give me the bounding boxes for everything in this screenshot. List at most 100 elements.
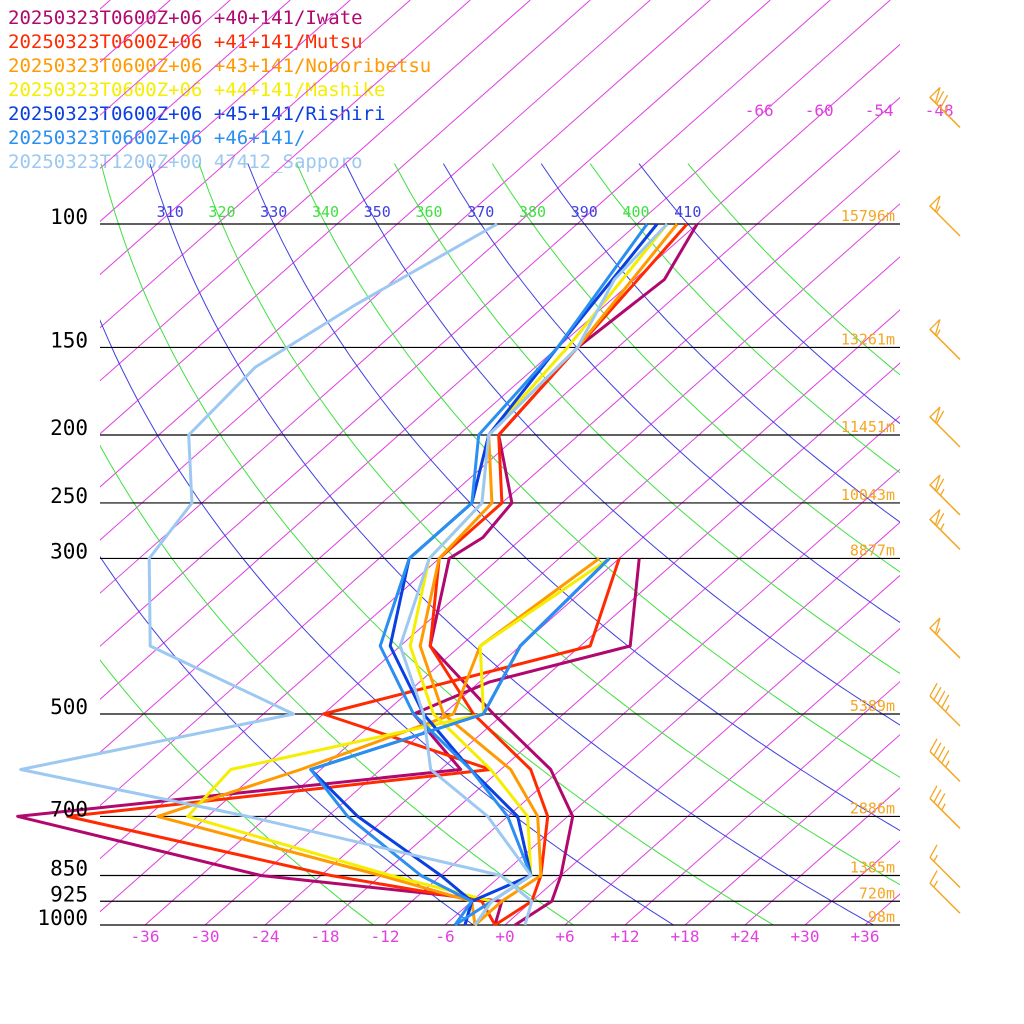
isotherm-line <box>100 0 411 276</box>
theta-label: 340 <box>312 203 339 221</box>
pressure-label: 500 <box>50 695 88 719</box>
wind-barb-staff <box>929 797 961 829</box>
wind-barb-staff <box>929 695 961 727</box>
pressure-label: 925 <box>50 882 88 906</box>
pressure-label: 300 <box>50 539 88 563</box>
wind-barb-staff <box>929 856 961 889</box>
wind-barb-full <box>936 410 945 424</box>
isotherm-line <box>100 0 111 10</box>
isotherm-line <box>204 309 900 925</box>
theta-label: 380 <box>519 203 546 221</box>
dry-adiabat-line <box>638 163 900 425</box>
wind-barb <box>929 870 961 914</box>
x-tick-label: +12 <box>611 927 640 946</box>
wind-barb <box>929 844 961 889</box>
wind-barb-full <box>936 90 945 105</box>
theta-label: 350 <box>364 203 391 221</box>
wind-barb <box>929 406 961 448</box>
wind-barb-full <box>929 682 938 697</box>
wind-barb-half <box>939 488 945 496</box>
pressure-label: 200 <box>50 416 88 440</box>
wind-barb-full <box>933 686 942 701</box>
wind-barb-full <box>941 750 950 764</box>
wind-barb-full <box>937 690 946 705</box>
isotherm-line <box>144 256 900 925</box>
wind-barb-half <box>936 205 941 213</box>
x-tick-label: -30 <box>191 927 220 946</box>
x-tick-label: -36 <box>131 927 160 946</box>
isotherm-line <box>100 0 651 488</box>
x-tick-label: -6 <box>435 927 454 946</box>
isotherm-line <box>100 0 891 701</box>
isotherm-label: -66 <box>745 101 774 120</box>
height-label: 720m <box>859 884 895 902</box>
theta-label: 330 <box>260 203 287 221</box>
wind-barb-full <box>937 793 946 807</box>
x-tick-label: -18 <box>311 927 340 946</box>
isotherm-line <box>100 0 591 435</box>
x-tick-label: +6 <box>555 927 574 946</box>
x-tick-label: +36 <box>851 927 880 946</box>
dry-adiabat-line <box>296 163 900 778</box>
wind-barb-half <box>943 105 949 113</box>
wind-barb-half <box>936 329 941 337</box>
wind-barb <box>929 319 961 360</box>
isotherm-label: -54 <box>865 101 894 120</box>
wind-barb-flag <box>929 474 941 492</box>
pressure-label: 100 <box>50 205 88 229</box>
theta-label: 410 <box>674 203 701 221</box>
wind-barb <box>929 87 961 128</box>
wind-barb-half <box>945 760 950 768</box>
theta-label: 370 <box>467 203 494 221</box>
dewpoint-profile-46n <box>309 557 611 926</box>
dry-adiabat-line <box>491 163 900 573</box>
dewpoint-profile-noboribetsu <box>156 557 601 926</box>
dry-adiabat-line <box>394 163 900 674</box>
wind-barb-full <box>939 94 949 109</box>
wind-barb-full <box>936 513 945 527</box>
wind-barb-half <box>933 880 939 888</box>
x-tick-label: +30 <box>791 927 820 946</box>
isotherm-line <box>100 43 900 754</box>
dry-adiabat-line <box>198 163 900 886</box>
wind-barb <box>929 738 961 783</box>
pressure-label: 1000 <box>37 906 88 930</box>
isotherm-line <box>100 96 900 807</box>
isotherm-line <box>100 0 171 63</box>
height-label: 15796m <box>841 207 895 225</box>
temperature-profile-sapporo <box>398 222 669 926</box>
legend-entry-rishiri: 20250323T0600Z+06 +45+141/Rishiri <box>8 103 386 125</box>
height-label: 13261m <box>841 330 895 348</box>
isotherm-line <box>684 734 900 925</box>
isotherm-line <box>100 0 231 116</box>
isotherm-label: -48 <box>925 101 954 120</box>
theta-label: 320 <box>208 203 235 221</box>
isotherm-line <box>100 0 471 329</box>
x-tick-label: +24 <box>731 927 760 946</box>
wind-barb-flag <box>929 319 941 337</box>
dry-adiabat-line <box>247 163 900 832</box>
height-label: 98m <box>868 908 895 926</box>
dry-adiabat-line <box>540 163 900 523</box>
wind-barb-full <box>936 478 945 492</box>
wind-barb-full <box>929 844 938 858</box>
legend-entry-iwate: 20250323T0600Z+06 +40+141/Iwate <box>8 7 363 29</box>
wind-barb-half <box>945 704 950 712</box>
isotherm-line <box>100 0 351 223</box>
isotherm-line <box>324 415 900 925</box>
pressure-label: 250 <box>50 484 88 508</box>
wind-barb-full <box>937 746 946 760</box>
dry-adiabat-line <box>100 319 675 925</box>
isotherm-line <box>100 0 531 382</box>
isotherm-line <box>744 787 900 925</box>
wind-barb-half <box>936 627 941 635</box>
dry-adiabat-line <box>100 163 775 925</box>
x-tick-label: +18 <box>671 927 700 946</box>
temperature-profile-mutsu <box>428 223 689 927</box>
isotherm-line <box>100 0 711 541</box>
dry-adiabat-line <box>345 163 900 726</box>
wind-barb-flag <box>929 406 941 424</box>
x-tick-label: -12 <box>371 927 400 946</box>
dry-adiabat-line <box>149 163 875 925</box>
